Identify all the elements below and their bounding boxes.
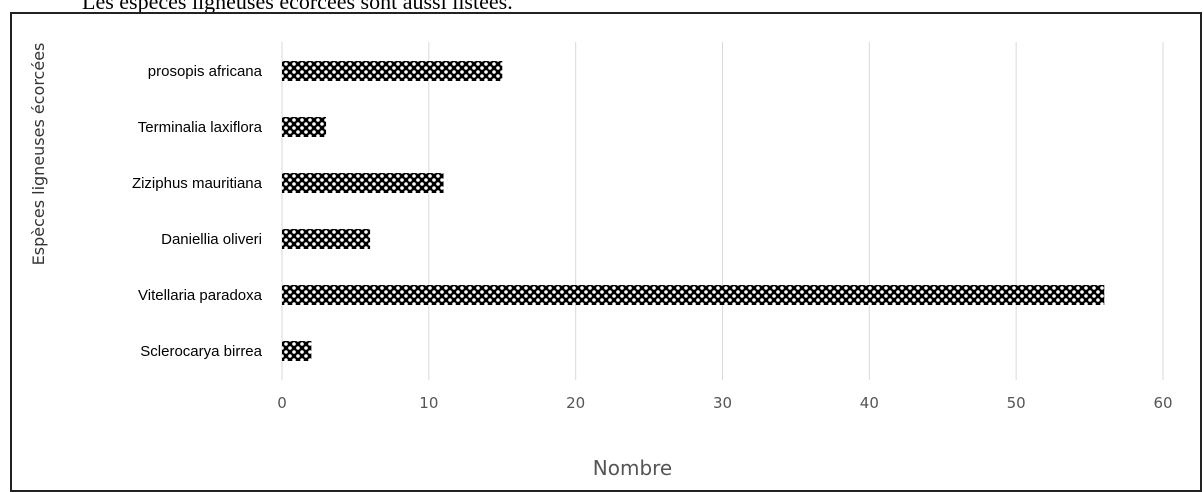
bar xyxy=(282,117,327,137)
x-tick-label: 0 xyxy=(277,394,287,412)
y-category-label: Terminalia laxiflora xyxy=(138,119,263,136)
x-axis-title: Nombre xyxy=(593,456,672,480)
x-tick-label: 60 xyxy=(1153,394,1172,412)
y-category-label: Vitellaria paradoxa xyxy=(138,287,263,304)
y-category-label: Sclerocarya birrea xyxy=(140,343,262,360)
caption-text: Les espèces ligneuses écorcées sont auss… xyxy=(82,0,513,14)
bar xyxy=(282,61,503,81)
chart-frame: prosopis africana Terminalia laxiflora Ziz… xyxy=(10,12,1202,492)
x-tick-label: 30 xyxy=(713,394,732,412)
bar xyxy=(282,341,312,361)
x-tick-label: 10 xyxy=(419,394,438,412)
bar xyxy=(282,229,371,249)
y-category-label: Daniellia oliveri xyxy=(161,231,262,248)
x-tick-label: 20 xyxy=(566,394,585,412)
x-tick-label: 50 xyxy=(1007,394,1026,412)
x-tick-label: 40 xyxy=(860,394,879,412)
y-category-label: prosopis africana xyxy=(148,63,263,80)
y-category-label: Ziziphus mauritiana xyxy=(132,175,263,192)
y-axis-title: Espèces ligneuses écorcées xyxy=(29,43,48,266)
bar xyxy=(282,173,444,193)
bar-chart: prosopis africana Terminalia laxiflora Ziz… xyxy=(29,42,1173,480)
bar xyxy=(282,285,1105,305)
